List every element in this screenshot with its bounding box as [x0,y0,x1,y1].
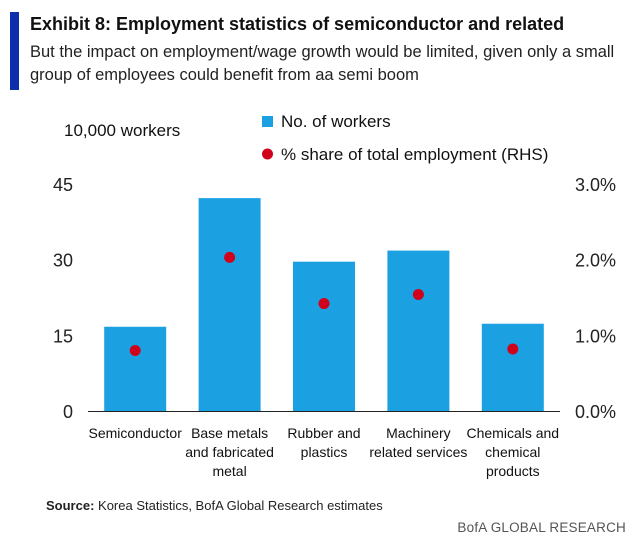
dot-share [507,343,519,355]
dot-share [224,251,236,263]
dot-share [412,288,424,300]
category-label: Chemicals and [466,425,559,441]
bar-workers [387,250,450,411]
left-tick-label: 45 [53,175,73,195]
left-tick-label: 0 [63,402,73,422]
title-accent-bar [10,12,19,90]
category-label: chemical [485,444,540,460]
category-label: Base metals [191,425,268,441]
left-axis-title: 10,000 workers [64,121,180,140]
legend-swatch-share [262,148,273,160]
chart-subtitle: But the impact on employment/wage growth… [30,43,615,84]
left-tick-label: 30 [53,251,73,271]
legend-label-share: % share of total employment (RHS) [281,145,548,164]
category-label: metal [212,463,246,479]
legend-label-workers: No. of workers [281,112,391,131]
category-label: Machinery [386,425,451,441]
category-label: and fabricated [185,444,274,460]
bar-workers [104,326,167,411]
bar-workers [293,261,355,411]
bar-workers [481,323,544,411]
category-label: related services [369,444,467,460]
left-tick-label: 15 [53,326,73,346]
dot-share [318,298,330,310]
category-label: plastics [301,444,348,460]
source-text: Korea Statistics, BofA Global Research e… [94,498,383,513]
right-tick-label: 3.0% [575,175,616,195]
category-label: products [486,463,540,479]
source-note: Source: Korea Statistics, BofA Global Re… [46,498,383,513]
right-tick-label: 0.0% [575,402,616,422]
category-label: Rubber and [287,425,360,441]
dot-share [129,344,141,356]
bar-workers [198,198,261,411]
category-label: Semiconductor [89,425,183,441]
legend-swatch-workers [262,116,273,127]
right-tick-label: 1.0% [575,326,616,346]
branding: BofA GLOBAL RESEARCH [457,520,626,535]
chart-title: Exhibit 8: Employment statistics of semi… [30,14,565,34]
right-tick-label: 2.0% [575,251,616,271]
source-label: Source: [46,498,95,513]
